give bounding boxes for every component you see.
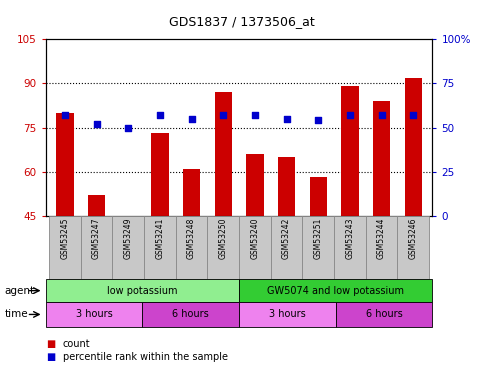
Text: 6 hours: 6 hours bbox=[366, 309, 402, 320]
Point bbox=[251, 112, 259, 118]
Bar bbox=[398, 216, 429, 279]
Bar bbox=[207, 216, 239, 279]
Point bbox=[378, 112, 385, 118]
Bar bbox=[56, 113, 73, 216]
Point bbox=[219, 112, 227, 118]
Bar bbox=[341, 86, 359, 216]
Bar bbox=[334, 216, 366, 279]
Text: GSM53246: GSM53246 bbox=[409, 217, 418, 259]
Text: GDS1837 / 1373506_at: GDS1837 / 1373506_at bbox=[169, 15, 314, 28]
Text: ■: ■ bbox=[46, 339, 55, 349]
Text: GSM53250: GSM53250 bbox=[219, 217, 228, 259]
Text: agent: agent bbox=[5, 286, 35, 296]
Text: 3 hours: 3 hours bbox=[269, 309, 306, 320]
Text: GW5074 and low potassium: GW5074 and low potassium bbox=[267, 286, 404, 296]
Bar bbox=[239, 279, 432, 302]
Text: GSM53242: GSM53242 bbox=[282, 217, 291, 259]
Point bbox=[283, 116, 290, 122]
Bar bbox=[246, 154, 264, 216]
Bar bbox=[302, 216, 334, 279]
Text: 6 hours: 6 hours bbox=[172, 309, 209, 320]
Bar bbox=[113, 216, 144, 279]
Bar bbox=[46, 302, 142, 327]
Text: GSM53249: GSM53249 bbox=[124, 217, 133, 259]
Bar bbox=[49, 216, 81, 279]
Point bbox=[124, 124, 132, 130]
Text: count: count bbox=[63, 339, 90, 349]
Text: GSM53245: GSM53245 bbox=[60, 217, 70, 259]
Bar bbox=[144, 216, 176, 279]
Point bbox=[156, 112, 164, 118]
Bar bbox=[239, 302, 336, 327]
Text: low potassium: low potassium bbox=[107, 286, 178, 296]
Point bbox=[93, 121, 100, 127]
Bar bbox=[373, 101, 390, 216]
Point bbox=[188, 116, 196, 122]
Text: 3 hours: 3 hours bbox=[76, 309, 113, 320]
Point bbox=[410, 112, 417, 118]
Bar bbox=[278, 157, 295, 216]
Bar bbox=[46, 279, 239, 302]
Bar bbox=[405, 78, 422, 216]
Bar bbox=[310, 177, 327, 216]
Text: GSM53244: GSM53244 bbox=[377, 217, 386, 259]
Point bbox=[314, 117, 322, 123]
Text: ■: ■ bbox=[46, 352, 55, 362]
Text: percentile rank within the sample: percentile rank within the sample bbox=[63, 352, 228, 362]
Bar bbox=[336, 302, 432, 327]
Bar bbox=[366, 216, 398, 279]
Bar bbox=[271, 216, 302, 279]
Text: GSM53248: GSM53248 bbox=[187, 217, 196, 259]
Bar bbox=[88, 195, 105, 216]
Bar bbox=[151, 134, 169, 216]
Bar bbox=[176, 216, 207, 279]
Bar bbox=[142, 302, 239, 327]
Text: GSM53251: GSM53251 bbox=[314, 217, 323, 259]
Text: GSM53247: GSM53247 bbox=[92, 217, 101, 259]
Point bbox=[61, 112, 69, 118]
Text: GSM53241: GSM53241 bbox=[156, 217, 164, 259]
Text: GSM53243: GSM53243 bbox=[345, 217, 355, 259]
Point bbox=[346, 112, 354, 118]
Text: GSM53240: GSM53240 bbox=[250, 217, 259, 259]
Bar bbox=[214, 92, 232, 216]
Bar bbox=[239, 216, 271, 279]
Bar bbox=[81, 216, 113, 279]
Bar bbox=[183, 169, 200, 216]
Text: time: time bbox=[5, 309, 28, 320]
